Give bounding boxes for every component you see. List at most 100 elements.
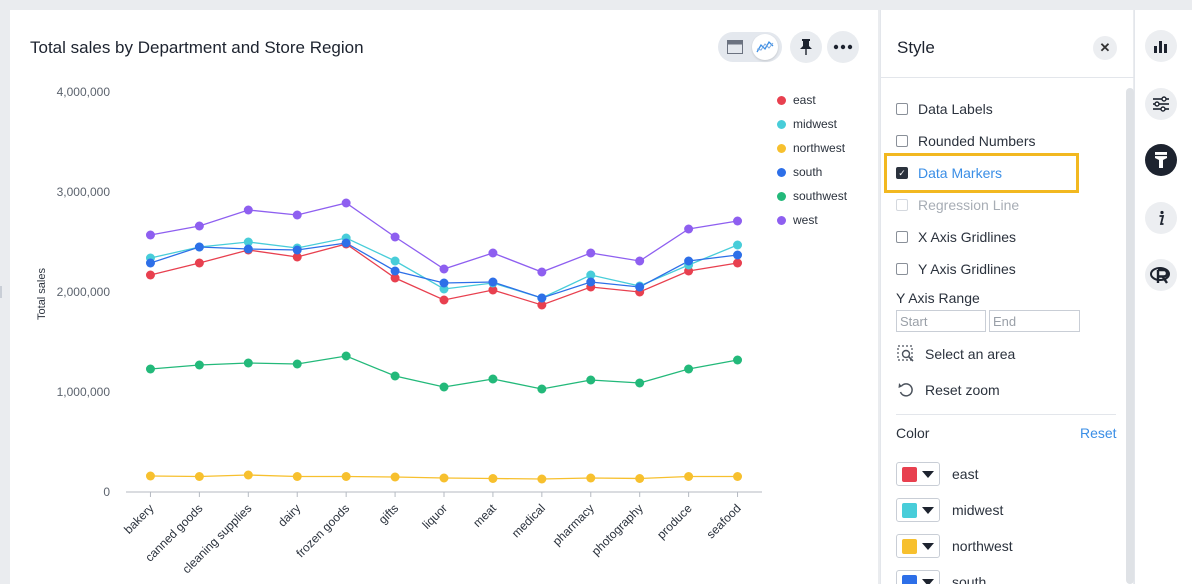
- data-point-west[interactable]: [292, 210, 302, 220]
- data-point-south[interactable]: [733, 250, 743, 260]
- data-point-south[interactable]: [537, 293, 547, 303]
- pin-button[interactable]: [790, 31, 822, 63]
- data-point-south[interactable]: [439, 278, 449, 288]
- color-picker-button[interactable]: [896, 462, 940, 486]
- rounded-numbers-checkbox[interactable]: [896, 135, 908, 147]
- more-options-button[interactable]: [827, 31, 859, 63]
- data-point-east[interactable]: [292, 252, 302, 262]
- data-point-northwest[interactable]: [635, 474, 645, 483]
- data-point-northwest[interactable]: [439, 473, 449, 483]
- data-point-west[interactable]: [390, 232, 400, 242]
- data-point-southwest[interactable]: [390, 371, 400, 381]
- data-point-northwest[interactable]: [145, 471, 155, 481]
- data-point-southwest[interactable]: [194, 360, 204, 370]
- data-point-northwest[interactable]: [390, 472, 400, 482]
- data-markers-checkbox[interactable]: ✓: [896, 167, 908, 179]
- legend-item-southwest[interactable]: southwest: [777, 184, 847, 208]
- data-point-east[interactable]: [145, 270, 155, 280]
- color-picker-button[interactable]: [896, 570, 940, 584]
- x-gridlines-checkbox[interactable]: [896, 231, 908, 243]
- option-data-labels[interactable]: Data Labels: [896, 99, 993, 119]
- data-point-west[interactable]: [145, 230, 155, 240]
- data-point-midwest[interactable]: [390, 256, 400, 266]
- data-point-southwest[interactable]: [488, 374, 498, 384]
- reset-zoom-button[interactable]: Reset zoom: [896, 379, 1000, 401]
- data-point-southwest[interactable]: [341, 351, 351, 361]
- data-point-south[interactable]: [292, 245, 302, 255]
- data-point-west[interactable]: [586, 248, 596, 258]
- configure-button[interactable]: [1145, 88, 1177, 120]
- r-analysis-button[interactable]: [1145, 259, 1177, 291]
- view-toggle[interactable]: [718, 32, 782, 62]
- y-gridlines-checkbox[interactable]: [896, 263, 908, 275]
- data-point-midwest[interactable]: [586, 270, 596, 280]
- color-picker-button[interactable]: [896, 498, 940, 522]
- data-point-south[interactable]: [341, 238, 351, 248]
- table-view-button[interactable]: [722, 34, 748, 60]
- data-point-west[interactable]: [341, 198, 351, 208]
- data-point-northwest[interactable]: [194, 472, 204, 481]
- data-point-southwest[interactable]: [243, 358, 253, 368]
- data-point-northwest[interactable]: [488, 474, 498, 483]
- data-point-south[interactable]: [194, 242, 204, 252]
- data-point-south[interactable]: [684, 256, 694, 266]
- data-point-south[interactable]: [390, 266, 400, 276]
- data-point-west[interactable]: [243, 205, 253, 215]
- data-point-south[interactable]: [145, 258, 155, 268]
- y-range-end-input[interactable]: [989, 310, 1080, 332]
- option-x-axis-gridlines[interactable]: X Axis Gridlines: [896, 227, 1016, 247]
- y-range-start-input[interactable]: [896, 310, 986, 332]
- legend-item-west[interactable]: west: [777, 208, 847, 232]
- data-point-southwest[interactable]: [733, 355, 743, 365]
- data-point-northwest[interactable]: [586, 473, 596, 483]
- legend-item-east[interactable]: east: [777, 88, 847, 112]
- chart-view-button[interactable]: [752, 34, 778, 60]
- data-point-west[interactable]: [537, 267, 547, 277]
- data-point-northwest[interactable]: [684, 472, 694, 481]
- data-point-south[interactable]: [243, 244, 253, 254]
- option-data-markers[interactable]: ✓ Data Markers: [896, 163, 1002, 183]
- data-point-southwest[interactable]: [635, 378, 645, 388]
- data-point-northwest[interactable]: [243, 470, 253, 480]
- style-button[interactable]: [1145, 144, 1177, 176]
- data-point-southwest[interactable]: [145, 364, 155, 374]
- data-point-south[interactable]: [586, 277, 596, 287]
- data-point-southwest[interactable]: [684, 364, 694, 374]
- data-point-west[interactable]: [488, 248, 498, 258]
- data-point-midwest[interactable]: [243, 237, 253, 247]
- data-point-west[interactable]: [733, 216, 743, 226]
- data-point-west[interactable]: [635, 256, 645, 266]
- data-point-east[interactable]: [733, 258, 743, 268]
- option-rounded-numbers[interactable]: Rounded Numbers: [896, 131, 1036, 151]
- legend-item-northwest[interactable]: northwest: [777, 136, 847, 160]
- legend-item-midwest[interactable]: midwest: [777, 112, 847, 136]
- data-point-east[interactable]: [439, 295, 449, 305]
- data-point-southwest[interactable]: [537, 384, 547, 394]
- data-point-south[interactable]: [635, 282, 645, 292]
- data-point-northwest[interactable]: [733, 472, 743, 481]
- data-point-west[interactable]: [439, 264, 449, 274]
- data-point-northwest[interactable]: [292, 472, 302, 481]
- select-area-button[interactable]: Select an area: [896, 343, 1015, 365]
- data-point-west[interactable]: [194, 221, 204, 231]
- data-point-midwest[interactable]: [733, 240, 743, 250]
- resize-handle[interactable]: [0, 286, 2, 298]
- data-labels-checkbox[interactable]: [896, 103, 908, 115]
- color-picker-button[interactable]: [896, 534, 940, 558]
- data-point-southwest[interactable]: [439, 382, 449, 392]
- data-point-east[interactable]: [488, 285, 498, 295]
- panel-scrollbar[interactable]: [1126, 88, 1134, 584]
- data-point-east[interactable]: [194, 258, 204, 268]
- option-y-axis-gridlines[interactable]: Y Axis Gridlines: [896, 259, 1016, 279]
- legend-item-south[interactable]: south: [777, 160, 847, 184]
- data-point-east[interactable]: [537, 300, 547, 310]
- chart-type-button[interactable]: [1145, 30, 1177, 62]
- data-point-northwest[interactable]: [537, 474, 547, 484]
- data-point-southwest[interactable]: [292, 359, 302, 369]
- data-point-south[interactable]: [488, 277, 498, 287]
- reset-colors-link[interactable]: Reset: [1080, 425, 1117, 441]
- close-panel-button[interactable]: ✕: [1093, 36, 1117, 60]
- data-point-east[interactable]: [390, 273, 400, 283]
- data-point-west[interactable]: [684, 224, 694, 234]
- info-button[interactable]: [1145, 202, 1177, 234]
